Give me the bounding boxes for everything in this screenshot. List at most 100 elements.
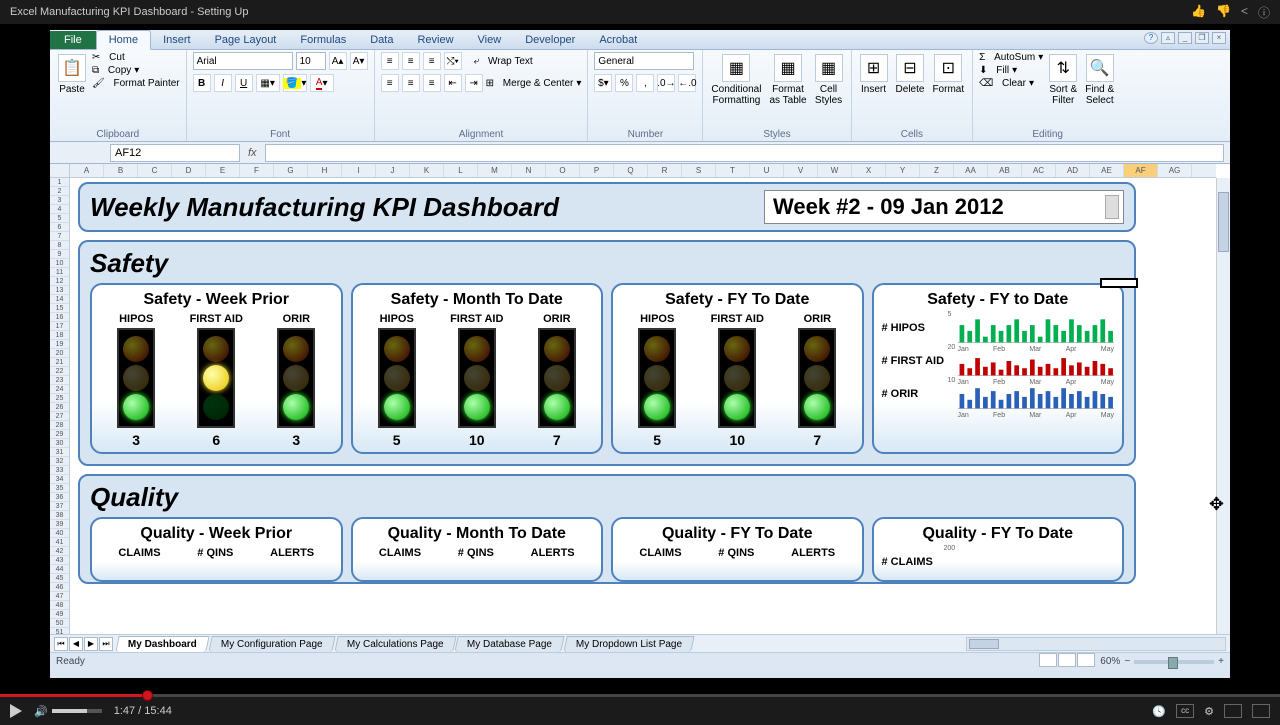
delete-cells-button[interactable]: ⊟Delete [894,52,927,97]
tab-page-layout[interactable]: Page Layout [203,31,289,49]
sheet-tab[interactable]: My Configuration Page [208,636,335,652]
copy-button[interactable]: ⧉ Copy ▾ [92,65,180,76]
light-label: ORIR [277,313,315,325]
paste-button[interactable]: 📋 Paste [56,52,88,97]
tab-insert[interactable]: Insert [151,31,203,49]
autosum-button[interactable]: Σ AutoSum ▾ [979,52,1043,63]
formula-input[interactable] [265,144,1224,162]
settings-icon[interactable]: ⚙ [1204,705,1214,718]
cell-grid[interactable]: Weekly Manufacturing KPI Dashboard Week … [70,178,1216,634]
sort-filter-button[interactable]: ⇅Sort & Filter [1047,52,1079,108]
wrap-text-button[interactable]: ⤶ Wrap Text [474,56,533,67]
first-sheet-icon[interactable]: ⏮ [54,637,68,651]
align-top-icon[interactable]: ≡ [381,52,399,70]
format-cells-button[interactable]: ⊡Format [930,52,966,97]
tab-review[interactable]: Review [405,31,465,49]
percent-icon[interactable]: % [615,74,633,92]
captions-icon[interactable]: cc [1176,704,1194,718]
tab-view[interactable]: View [466,31,514,49]
increase-decimal-icon[interactable]: .0→ [657,74,675,92]
video-progress-bar[interactable] [0,694,1280,697]
zoom-out-icon[interactable]: − [1124,656,1130,667]
cut-button[interactable]: ✂ Cut [92,52,180,63]
orientation-icon[interactable]: ⤭▾ [444,52,462,70]
number-format-select[interactable]: General [594,52,694,70]
zoom-in-icon[interactable]: + [1218,656,1224,667]
sheet-tab[interactable]: My Dropdown List Page [564,636,696,652]
name-box[interactable]: AF12 [110,144,240,162]
font-name-select[interactable]: Arial [193,52,293,70]
vscroll-thumb[interactable] [1218,192,1229,252]
tab-file[interactable]: File [50,31,96,49]
prev-sheet-icon[interactable]: ◀ [69,637,83,651]
tab-acrobat[interactable]: Acrobat [587,31,649,49]
sheet-tab[interactable]: My Dashboard [115,636,209,652]
fill-color-button[interactable]: 🪣▾ [283,74,307,92]
last-sheet-icon[interactable]: ⏭ [99,637,113,651]
format-as-table-button[interactable]: ▦Format as Table [767,52,808,108]
decrease-decimal-icon[interactable]: ←.0 [678,74,696,92]
play-button[interactable] [10,704,22,718]
fx-icon[interactable]: fx [248,147,257,159]
thumbs-up-icon[interactable]: 👍 [1191,4,1206,21]
page-layout-view-icon[interactable] [1058,653,1076,667]
cell-styles-button[interactable]: ▦Cell Styles [813,52,845,108]
border-button[interactable]: ▦▾ [256,74,280,92]
font-color-button[interactable]: A▾ [310,74,334,92]
info-icon[interactable]: ⓘ [1258,4,1270,21]
volume-slider[interactable] [52,709,102,713]
restore-icon[interactable]: ❐ [1195,32,1209,44]
week-selector[interactable]: Week #2 - 09 Jan 2012 [764,190,1124,224]
currency-icon[interactable]: $▾ [594,74,612,92]
conditional-formatting-button[interactable]: ▦Conditional Formatting [709,52,763,108]
row-headers[interactable]: 1234567891011121314151617181920212223242… [50,164,70,634]
theater-mode-icon[interactable] [1224,704,1242,718]
align-middle-icon[interactable]: ≡ [402,52,420,70]
normal-view-icon[interactable] [1039,653,1057,667]
hscroll-thumb[interactable] [969,639,999,649]
font-size-select[interactable]: 10 [296,52,326,70]
underline-button[interactable]: U [235,74,253,92]
italic-button[interactable]: I [214,74,232,92]
align-left-icon[interactable]: ≡ [381,74,399,92]
align-bottom-icon[interactable]: ≡ [423,52,441,70]
horizontal-scrollbar[interactable] [966,637,1226,651]
increase-indent-icon[interactable]: ⇥ [465,74,483,92]
sheet-tab[interactable]: My Database Page [455,636,565,652]
help-icon[interactable]: ? [1144,32,1158,44]
share-icon[interactable]: < [1241,4,1248,21]
comma-icon[interactable]: , [636,74,654,92]
decrease-indent-icon[interactable]: ⇤ [444,74,462,92]
next-sheet-icon[interactable]: ▶ [84,637,98,651]
insert-cells-button[interactable]: ⊞Insert [858,52,890,97]
light-label: ALERTS [531,547,575,559]
tab-home[interactable]: Home [96,30,151,50]
bold-button[interactable]: B [193,74,211,92]
align-right-icon[interactable]: ≡ [423,74,441,92]
tab-developer[interactable]: Developer [513,31,587,49]
fullscreen-icon[interactable] [1252,704,1270,718]
column-headers[interactable]: ABCDEFGHIJKLMNOPQRSTUVWXYZAAABACADAEAFAG [70,164,1216,178]
vertical-scrollbar[interactable] [1216,178,1230,634]
minimize-icon[interactable]: _ [1178,32,1192,44]
align-center-icon[interactable]: ≡ [402,74,420,92]
tab-data[interactable]: Data [358,31,405,49]
decrease-font-icon[interactable]: A▾ [350,52,368,70]
format-painter-button[interactable]: 🖌 Format Painter [92,78,180,89]
merge-center-button[interactable]: ⊞ Merge & Center ▾ [486,78,582,89]
clear-button[interactable]: ⌫ Clear ▾ [979,78,1043,89]
wrap-icon: ⤶ [474,56,480,67]
thumbs-down-icon[interactable]: 👎 [1216,4,1231,21]
page-break-view-icon[interactable] [1077,653,1095,667]
tab-formulas[interactable]: Formulas [288,31,358,49]
find-select-button[interactable]: 🔍Find & Select [1083,52,1116,108]
formula-bar: AF12 fx [50,142,1230,164]
increase-font-icon[interactable]: A▴ [329,52,347,70]
fill-button[interactable]: ⬇ Fill ▾ [979,65,1043,76]
close-icon[interactable]: × [1212,32,1226,44]
minimize-ribbon-icon[interactable]: ▵ [1161,32,1175,44]
volume-icon[interactable]: 🔊 [34,705,48,718]
zoom-slider[interactable] [1134,660,1214,664]
sheet-tab[interactable]: My Calculations Page [334,636,456,652]
watch-later-icon[interactable]: 🕓 [1152,705,1166,718]
